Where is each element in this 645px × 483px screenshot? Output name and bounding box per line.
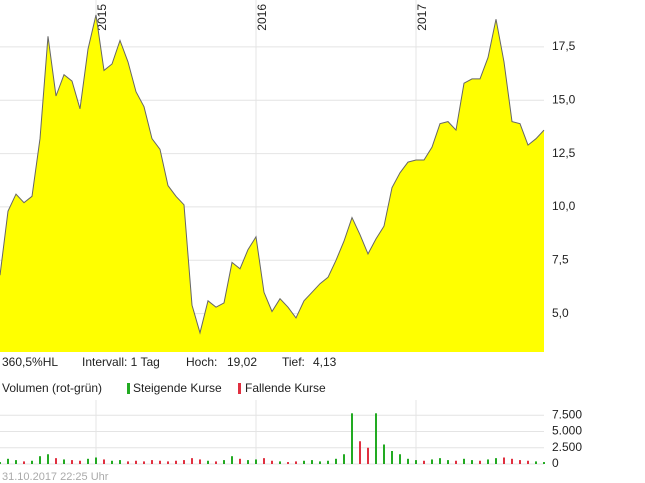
volume-bar — [47, 454, 49, 464]
volume-bar — [79, 460, 81, 464]
volume-bar — [327, 460, 329, 464]
volume-bar — [7, 458, 9, 464]
volume-bar — [95, 457, 97, 464]
volume-bar — [423, 460, 425, 464]
volume-bar — [527, 460, 529, 464]
volume-bar — [239, 458, 241, 464]
price-line — [0, 14, 545, 335]
y-tick-label: 7.500 — [552, 407, 582, 421]
volume-bar — [311, 460, 313, 464]
volume-bar — [223, 460, 225, 464]
volume-bar — [351, 413, 353, 464]
volume-bar — [87, 458, 89, 464]
stat-label: 360,5%HL — [2, 355, 58, 369]
volume-bar — [103, 459, 105, 464]
volume-bar — [543, 462, 545, 464]
stat-label: Intervall: 1 Tag — [82, 355, 160, 369]
volume-bar — [535, 461, 537, 464]
volume-bar — [503, 457, 505, 464]
timestamp: 31.10.2017 22:25 Uhr — [2, 471, 109, 483]
y-tick-label: 15,0 — [552, 92, 576, 106]
volume-bar — [519, 460, 521, 464]
volume-bar — [263, 458, 265, 464]
legend-label: Steigende Kurse — [133, 381, 222, 395]
volume-bar — [431, 459, 433, 464]
stat-label: Hoch: — [186, 355, 217, 369]
volume-bar — [255, 459, 257, 464]
volume-bar — [55, 458, 57, 464]
volume-bar — [191, 458, 193, 464]
volume-bar — [439, 458, 441, 464]
volume-bar — [279, 461, 281, 464]
volume-bar — [207, 460, 209, 464]
volume-bar — [127, 461, 129, 464]
y-tick-label: 2.500 — [552, 440, 582, 454]
volume-bar — [215, 461, 217, 464]
volume-bar — [399, 454, 401, 464]
volume-bar — [135, 460, 137, 464]
y-tick-label: 12,5 — [552, 146, 576, 160]
y-tick-label: 5,0 — [552, 306, 569, 320]
volume-bar — [15, 460, 17, 464]
volume-bar — [447, 460, 449, 464]
volume-bar — [511, 458, 513, 464]
volume-bar — [31, 460, 33, 464]
volume-bar — [391, 451, 393, 464]
legend-swatch — [127, 383, 130, 394]
volume-bar — [367, 447, 369, 464]
y-tick-label: 5.000 — [552, 424, 582, 438]
volume-bar — [287, 462, 289, 464]
volume-bar — [23, 461, 25, 464]
y-tick-label: 7,5 — [552, 252, 569, 266]
volume-bar — [71, 460, 73, 464]
volume-bar — [39, 456, 41, 464]
volume-bar — [383, 444, 385, 464]
volume-title: Volumen (rot-grün) — [2, 381, 102, 395]
volume-bar — [335, 458, 337, 464]
volume-bar — [175, 460, 177, 464]
volume-bar — [183, 460, 185, 464]
volume-bar — [119, 460, 121, 464]
volume-bar — [167, 461, 169, 464]
volume-bar — [495, 458, 497, 464]
volume-bar — [231, 456, 233, 464]
legend-label: Fallende Kurse — [245, 381, 326, 395]
volume-bar — [455, 460, 457, 464]
x-tick-label: 2017 — [415, 4, 429, 31]
volume-bar — [271, 460, 273, 464]
volume-bar — [407, 458, 409, 464]
volume-bar — [487, 459, 489, 464]
volume-bar — [375, 413, 377, 464]
volume-bar — [143, 461, 145, 464]
volume-bar — [159, 460, 161, 464]
volume-bar — [0, 462, 1, 464]
y-tick-label: 10,0 — [552, 199, 576, 213]
legend-swatch — [238, 383, 241, 394]
volume-bar — [111, 460, 113, 464]
y-tick-label: 0 — [552, 456, 559, 470]
volume-bar — [471, 460, 473, 464]
x-tick-label: 2015 — [95, 4, 109, 31]
volume-bar — [359, 441, 361, 464]
volume-bar — [63, 459, 65, 464]
volume-bar — [199, 459, 201, 464]
volume-bar — [151, 460, 153, 464]
volume-bar — [479, 460, 481, 464]
volume-bar — [247, 460, 249, 464]
volume-bar — [303, 460, 305, 464]
volume-bar — [319, 461, 321, 464]
stat-label: Tief: — [282, 355, 305, 369]
volume-bar — [463, 458, 465, 464]
price-area — [0, 14, 544, 353]
x-tick-label: 2016 — [255, 4, 269, 31]
volume-bar — [295, 461, 297, 464]
volume-bar — [343, 454, 345, 464]
stat-label: 19,02 — [227, 355, 257, 369]
stat-label: 4,13 — [313, 355, 337, 369]
y-tick-label: 17,5 — [552, 39, 576, 53]
volume-bar — [415, 460, 417, 464]
